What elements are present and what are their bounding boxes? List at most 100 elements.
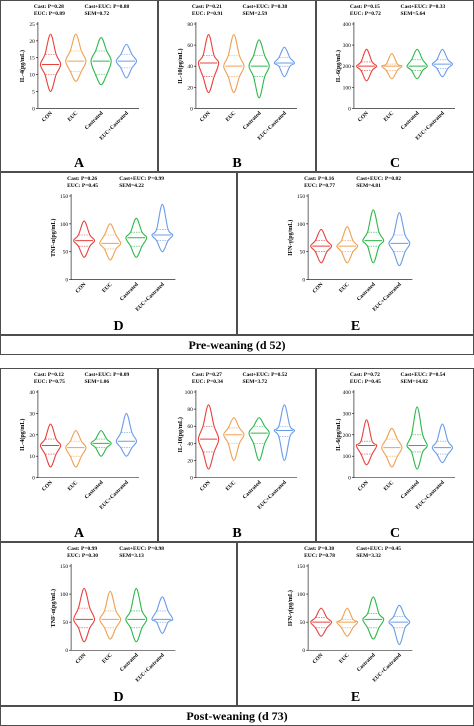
y-tick-label: 0 [190,106,193,112]
y-tick-label: 150 [60,194,69,200]
y-tick-label: 50 [63,250,69,256]
panel-letter: C [390,526,400,541]
stat-text: Cast: P=0.26 [67,176,97,182]
panel-letter: A [74,526,85,541]
stat-text: Cast: P=0.16 [304,176,334,182]
stat-text: Cast: P=0.28 [34,4,64,10]
y-tick-label: 20 [187,458,193,464]
cell-border [0,172,237,335]
stat-text: Cast+EUC: P=0.54 [400,372,445,378]
y-tick-label: 150 [297,564,306,570]
y-axis-label: TNF-α(pg/mL) [50,219,57,257]
stat-text: SEM=1.06 [84,379,109,385]
y-tick-label: 100 [343,454,352,460]
stat-text: Cast: P=0.27 [192,372,222,378]
y-tick-label: 300 [343,43,352,49]
stat-text: SEM=14.82 [400,379,428,385]
x-tick-label: EUC [67,111,79,123]
stat-text: Cast+EUC: P=0.33 [400,4,445,10]
x-tick-label: Castrated [356,282,377,303]
x-tick-label: CON [199,111,212,124]
y-axis-label: IL-4(pg/mL) [19,50,26,82]
y-tick-label: 15 [29,56,35,62]
stat-text: SEM=4.22 [119,183,144,189]
y-tick-label: 5 [32,89,35,95]
violin [125,587,148,643]
stat-text: Cast+EUC: P=0.99 [119,176,164,182]
panel-letter: D [113,319,123,334]
x-tick-label: Castrated [119,282,140,303]
stat-text: EUC: P=0.30 [67,553,98,559]
y-tick-label: 40 [29,390,35,396]
violin [388,212,411,267]
y-tick-label: 0 [65,648,68,654]
violin [310,607,333,637]
panel-letter: A [74,156,85,171]
violin [73,220,96,258]
x-tick-label: CON [41,111,54,124]
x-tick-label: EUC+Castrated [372,652,403,683]
y-tick-label: 25 [29,22,35,28]
x-tick-label: EUC [383,111,395,123]
violin [381,427,403,468]
violin [223,33,245,94]
y-axis-label: IFN-γ(pg/mL) [287,590,294,626]
y-axis-label: IL-4(pg/mL) [19,419,26,451]
x-tick-label: Castrated [242,111,263,132]
violin [125,217,148,258]
y-tick-label: 200 [343,64,352,70]
stat-text: Cast+EUC: P=0.98 [119,546,164,552]
violin [336,226,359,264]
x-tick-label: EUC [101,652,113,664]
stat-text: Cast+EUC: P=0.38 [242,4,287,10]
violin [65,429,87,468]
y-tick-label: 100 [297,222,306,228]
y-tick-label: 10 [29,454,35,460]
stat-text: SEM=4.81 [356,183,381,189]
y-tick-label: 40 [187,441,193,447]
violin [151,596,174,634]
y-tick-label: 0 [348,476,351,482]
y-tick-label: 100 [60,592,69,598]
y-axis-label: IFN-γ(pg/mL) [287,220,294,256]
stat-text: Cast: P=0.12 [34,372,64,378]
y-tick-label: 50 [300,620,306,626]
x-tick-label: Castrated [400,111,421,132]
violin [99,590,122,640]
violin [99,223,122,261]
y-tick-label: 60 [187,43,193,49]
violin [248,417,270,462]
stat-text: EUC: P=0.45 [350,379,381,385]
violin [197,404,220,470]
cell-border [316,368,474,542]
y-axis-label: IL-6(pg/mL) [335,50,342,82]
x-tick-label: CON [41,480,54,493]
violin [223,417,245,462]
violin [431,48,454,78]
y-tick-label: 400 [343,390,352,396]
violin [388,604,411,646]
x-tick-label: EUC+Castrated [135,282,166,313]
y-tick-label: 20 [29,433,35,439]
y-tick-label: 400 [343,22,352,28]
y-tick-label: 150 [60,564,69,570]
x-tick-label: CON [75,282,88,295]
y-tick-label: 150 [297,194,306,200]
stat-text: EUC: P=0.75 [34,379,65,385]
x-tick-label: Castrated [84,111,105,132]
section-title: Post-weaning (d 73) [186,709,287,723]
y-tick-label: 50 [300,250,306,256]
cell-border [237,172,474,335]
x-tick-label: CON [312,282,325,295]
y-tick-label: 0 [65,278,68,284]
x-tick-label: EUC [67,480,79,492]
stat-text: Cast: P=0.99 [67,546,97,552]
stat-text: SEM=2.59 [242,11,267,17]
stat-text: Cast: P=0.72 [350,372,380,378]
stat-text: Cast+EUC: P=0.88 [84,4,129,10]
y-tick-label: 20 [187,85,193,91]
stat-text: SEM=3.13 [119,553,144,559]
stat-text: EUC: P=0.45 [67,183,98,189]
stat-text: Cast+EUC: P=0.09 [84,372,129,378]
x-tick-label: CON [357,111,370,124]
